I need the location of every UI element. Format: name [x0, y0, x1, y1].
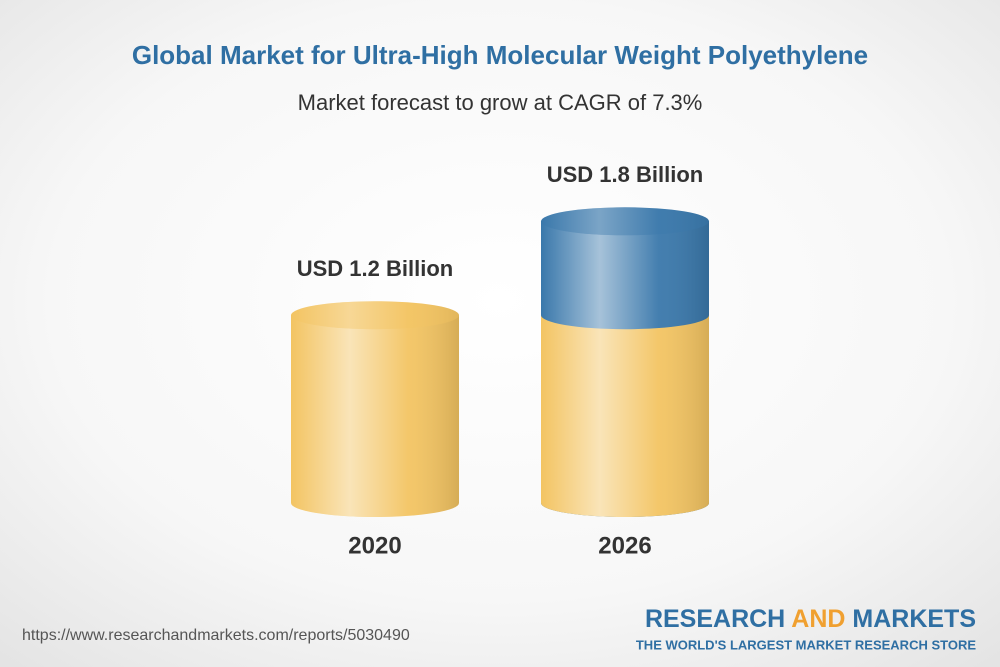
- value-label: USD 1.2 Billion: [297, 256, 453, 281]
- brand-logo: RESEARCH AND MARKETS: [645, 605, 976, 633]
- brand-tagline: THE WORLD'S LARGEST MARKET RESEARCH STOR…: [636, 637, 976, 652]
- chart-subtitle: Market forecast to grow at CAGR of 7.3%: [298, 90, 703, 115]
- source-url: https://www.researchandmarkets.com/repor…: [22, 627, 410, 644]
- brand-word: AND: [791, 605, 845, 633]
- cylinder-top-shading: [291, 301, 459, 330]
- value-label: USD 1.8 Billion: [547, 162, 703, 187]
- brand-word: RESEARCH: [645, 605, 785, 633]
- chart-title: Global Market for Ultra-High Molecular W…: [132, 40, 868, 70]
- x-tick-label: 2026: [598, 532, 651, 559]
- brand-word: MARKETS: [852, 605, 976, 633]
- x-tick-label: 2020: [348, 532, 401, 559]
- cylinder-top-shading: [541, 207, 709, 236]
- cylinder-shading: [541, 221, 709, 518]
- cylinder-shading: [291, 315, 459, 517]
